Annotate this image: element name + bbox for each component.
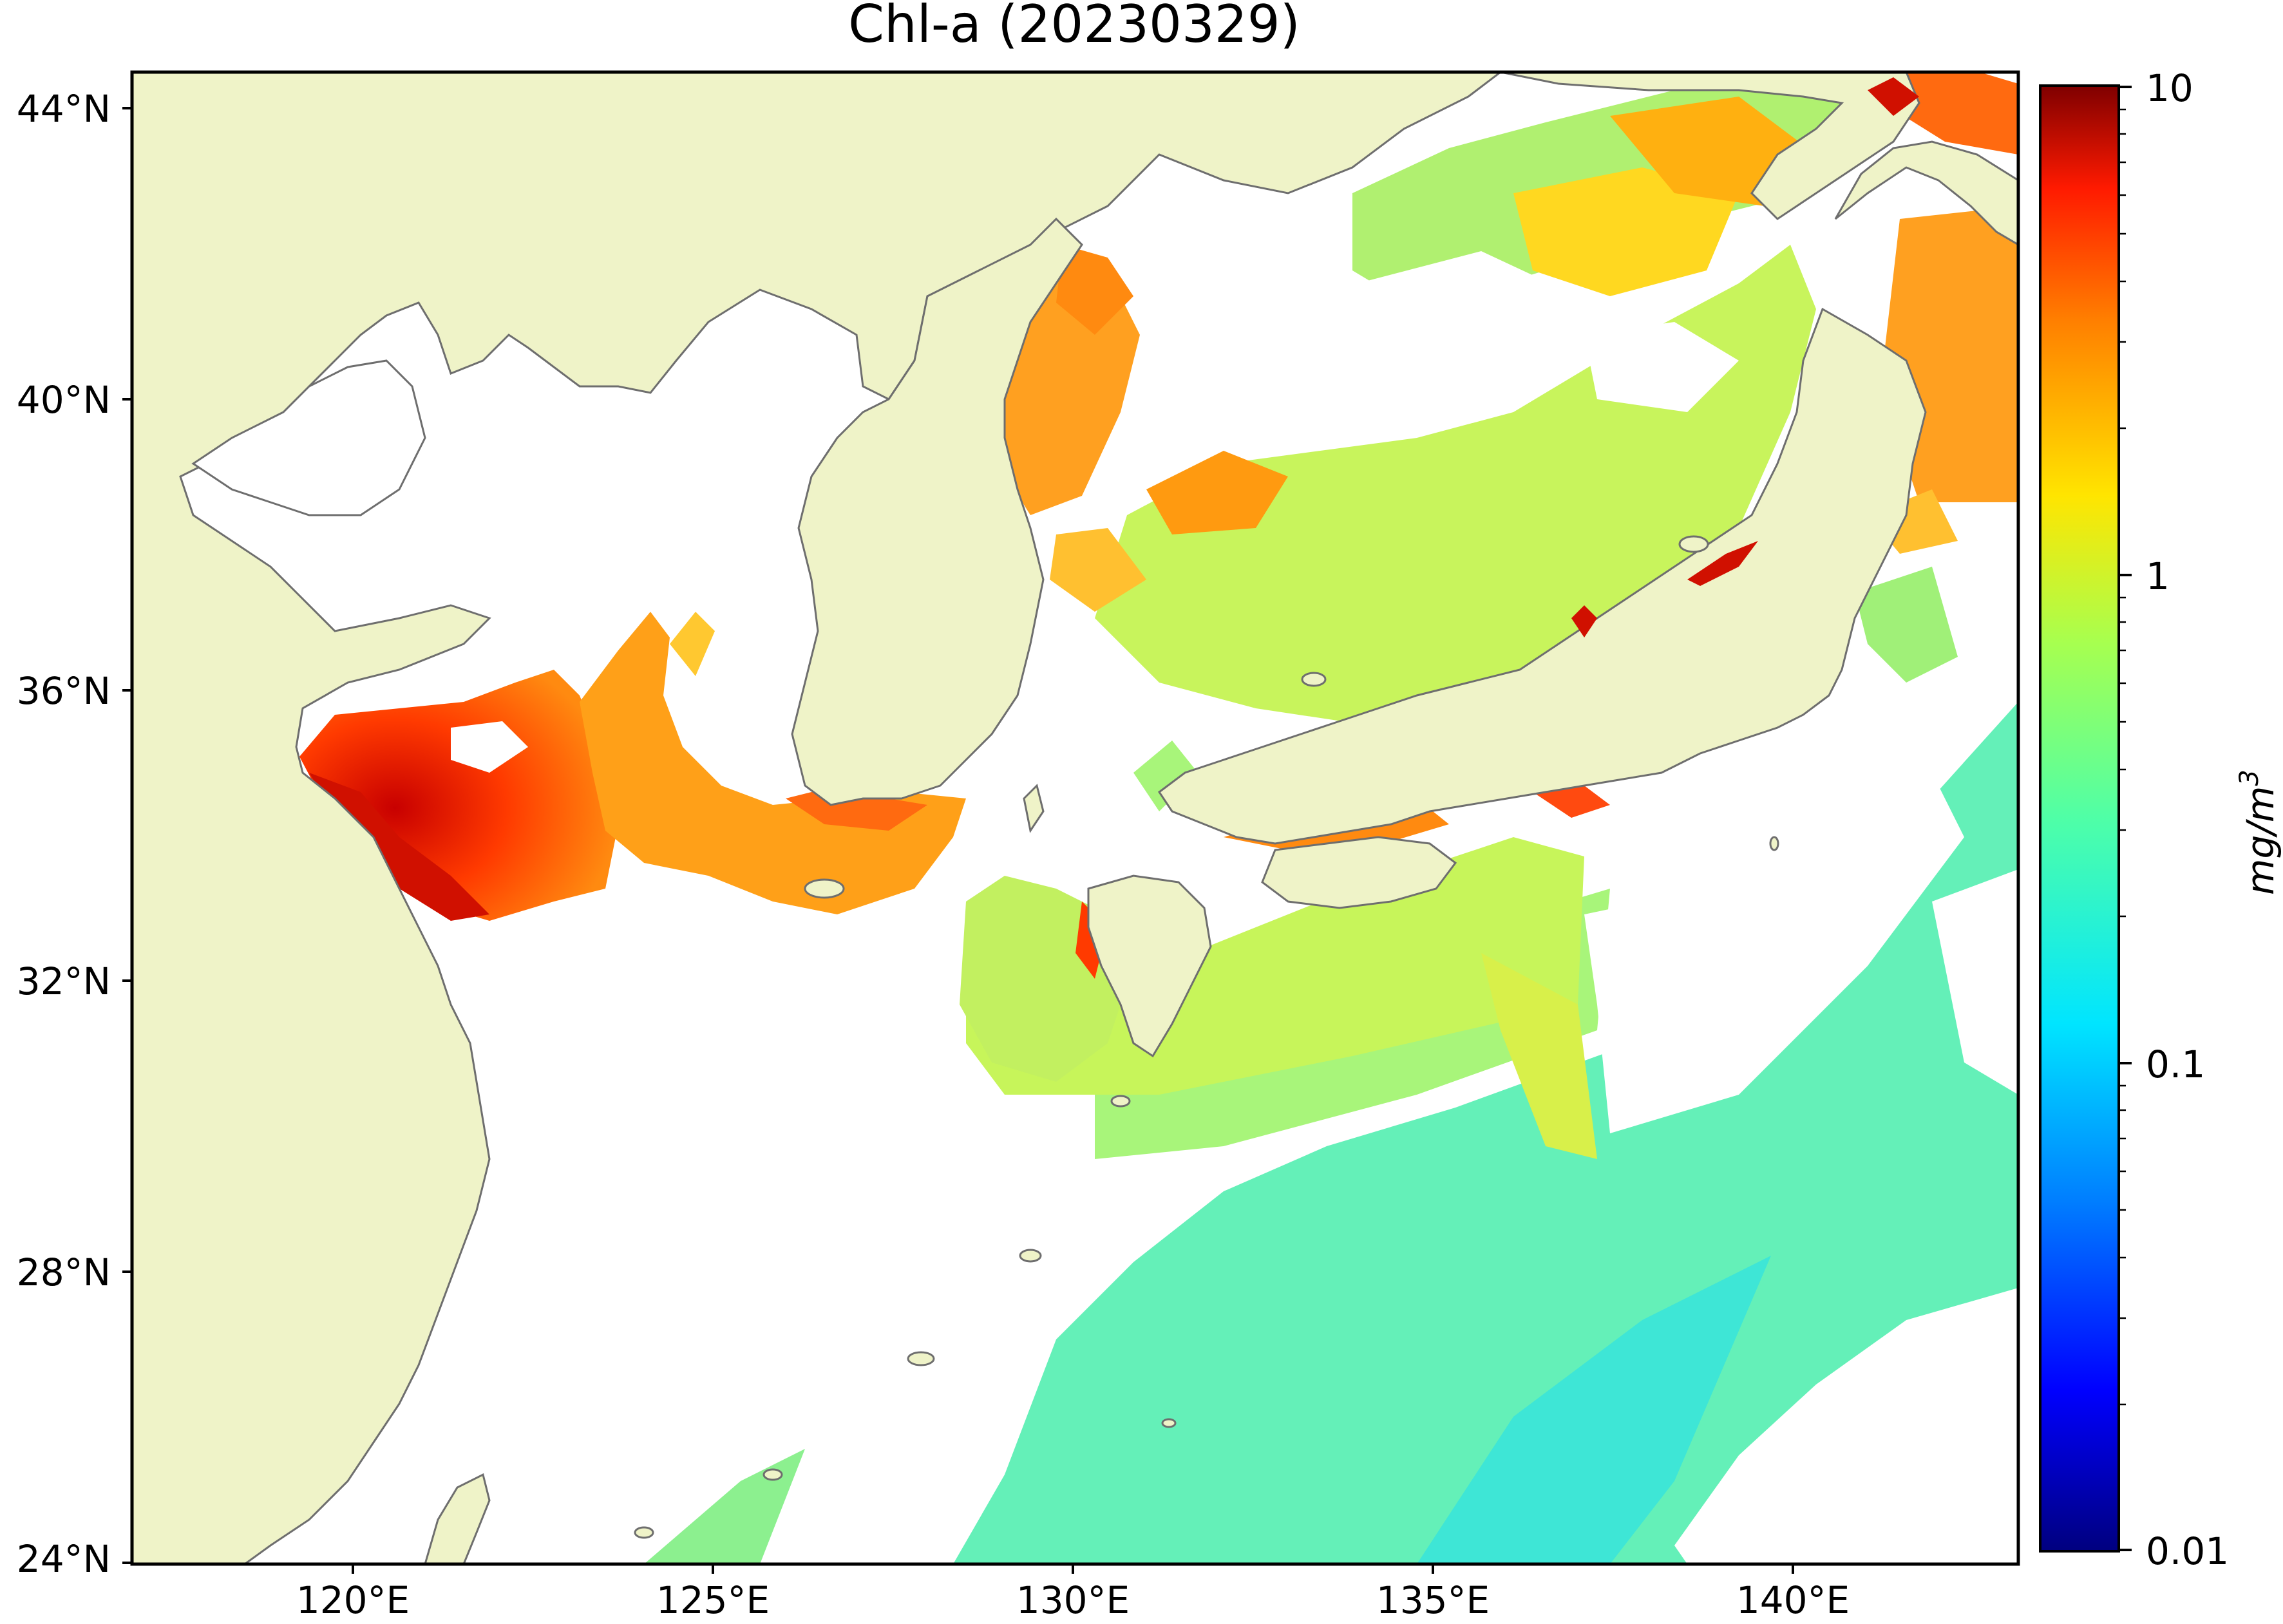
colorbar-gradient <box>2039 84 2120 1553</box>
colorbar-label: mg/m3 <box>2235 770 2282 895</box>
colorbar-minor-ticks <box>2119 108 2126 1406</box>
colorbar-tick-labels: 10 1 0.1 0.01 <box>2146 66 2229 1573</box>
lon-tick-label: 130°E <box>1016 1578 1130 1622</box>
kyushu <box>1087 874 1212 1058</box>
izu-island <box>1769 836 1779 851</box>
lon-tick-label: 140°E <box>1736 1578 1850 1622</box>
korean-peninsula <box>791 217 1083 806</box>
colorbar-major-ticks <box>2119 86 2132 1551</box>
lat-tick-label: 24°N <box>17 1537 111 1581</box>
lat-tick-label: 36°N <box>17 669 111 713</box>
ryukyu-island-1 <box>1110 1095 1131 1108</box>
lat-axis: 44°N 40°N 36°N 32°N 28°N 24°N <box>17 87 132 1581</box>
lat-tick-label: 32°N <box>17 959 111 1003</box>
ryukyu-island-5 <box>634 1526 654 1539</box>
hokkaido <box>1834 140 2018 246</box>
lon-tick-label: 135°E <box>1376 1578 1490 1622</box>
ryukyu-island-2 <box>1019 1249 1042 1263</box>
colorbar-tick-label: 0.01 <box>2146 1529 2229 1573</box>
lat-tick-label: 40°N <box>17 378 111 422</box>
colorbar-tick-label: 1 <box>2146 554 2170 598</box>
colorbar-tick-label: 10 <box>2146 66 2193 110</box>
colorbar-tick-label: 0.1 <box>2146 1043 2205 1086</box>
sado-island <box>1678 535 1709 553</box>
taiwan <box>424 1473 491 1564</box>
lon-axis: 120°E 125°E 130°E 135°E 140°E <box>296 1564 1850 1622</box>
coastal-high-chl <box>1571 77 1919 637</box>
honshu <box>1157 307 1927 845</box>
oki-island <box>1301 672 1327 687</box>
ryukyu-island-3 <box>907 1351 935 1366</box>
lat-tick-label: 28°N <box>17 1251 111 1294</box>
bohai-sea <box>191 359 426 516</box>
map-frame <box>130 70 2020 1566</box>
jeju-island <box>804 878 845 899</box>
lat-tick-label: 44°N <box>17 87 111 131</box>
lon-tick-label: 120°E <box>296 1578 410 1622</box>
map-title: Chl-a (20230329) <box>848 0 1300 54</box>
lon-tick-label: 125°E <box>656 1578 770 1622</box>
map-panel <box>132 72 2018 1564</box>
tsushima-island <box>1023 784 1045 833</box>
ryukyu-island-4 <box>763 1468 783 1481</box>
colorbar-unit: mg/m <box>2239 786 2282 895</box>
land <box>132 72 2018 1564</box>
colorbar-unit-exponent: 3 <box>2235 770 2264 786</box>
colorbar: 10 1 0.1 0.01 mg/m3 <box>2039 66 2282 1573</box>
shikoku <box>1261 836 1457 909</box>
bonin-island <box>1161 1418 1177 1428</box>
ocean-chl-field <box>644 702 2018 1564</box>
russia-coast-top <box>1500 72 1920 220</box>
